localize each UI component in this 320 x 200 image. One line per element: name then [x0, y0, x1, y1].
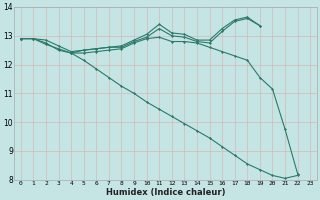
X-axis label: Humidex (Indice chaleur): Humidex (Indice chaleur) [106, 188, 225, 197]
